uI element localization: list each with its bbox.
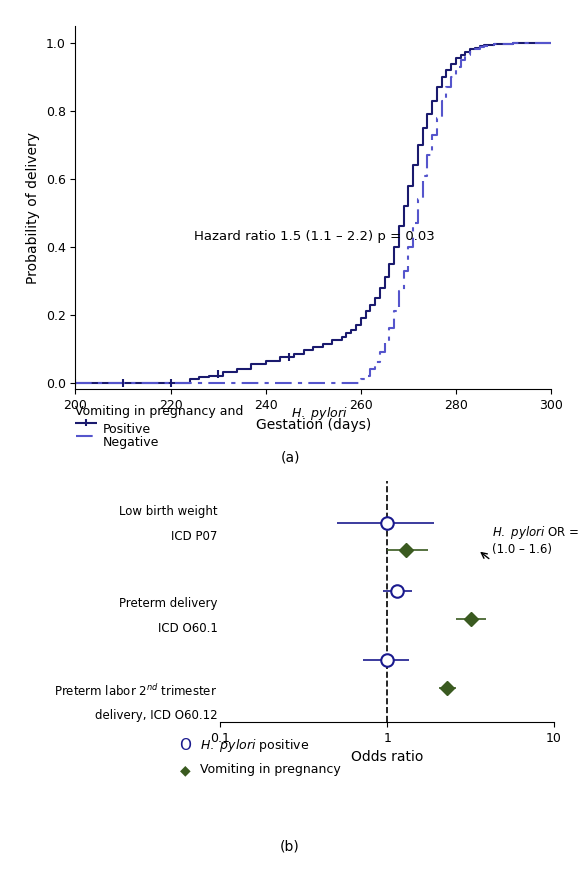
X-axis label: Gestation (days): Gestation (days): [256, 417, 371, 431]
Text: delivery, ICD O60.12: delivery, ICD O60.12: [95, 710, 218, 722]
Text: ICD P07: ICD P07: [171, 530, 218, 542]
Text: (b): (b): [280, 839, 300, 853]
Text: Vomiting in pregnancy and: Vomiting in pregnancy and: [75, 405, 248, 418]
Text: Positive: Positive: [103, 423, 151, 436]
X-axis label: Odds ratio: Odds ratio: [351, 750, 423, 764]
Text: Low birth weight: Low birth weight: [119, 506, 218, 518]
Text: $\it{H.\ pylori}$ positive: $\it{H.\ pylori}$ positive: [200, 737, 310, 754]
Text: ◆: ◆: [180, 763, 191, 777]
Text: ICD O60.1: ICD O60.1: [158, 622, 218, 634]
Text: Preterm delivery: Preterm delivery: [119, 598, 218, 610]
Text: $\it{H.\ pylori}$: $\it{H.\ pylori}$: [291, 405, 348, 422]
Text: Hazard ratio 1.5 (1.1 – 2.2) p = 0.03: Hazard ratio 1.5 (1.1 – 2.2) p = 0.03: [194, 230, 435, 243]
Text: Vomiting in pregnancy: Vomiting in pregnancy: [200, 764, 341, 776]
Text: Preterm labor 2$^{nd}$ trimester: Preterm labor 2$^{nd}$ trimester: [55, 683, 218, 699]
Text: O: O: [180, 738, 191, 753]
Text: $\it{H.\ pylori}$ OR = 1.3
(1.0 – 1.6): $\it{H.\ pylori}$ OR = 1.3 (1.0 – 1.6): [492, 524, 580, 556]
Text: Negative: Negative: [103, 436, 160, 449]
Y-axis label: Probability of delivery: Probability of delivery: [26, 132, 40, 284]
Text: (a): (a): [280, 451, 300, 465]
